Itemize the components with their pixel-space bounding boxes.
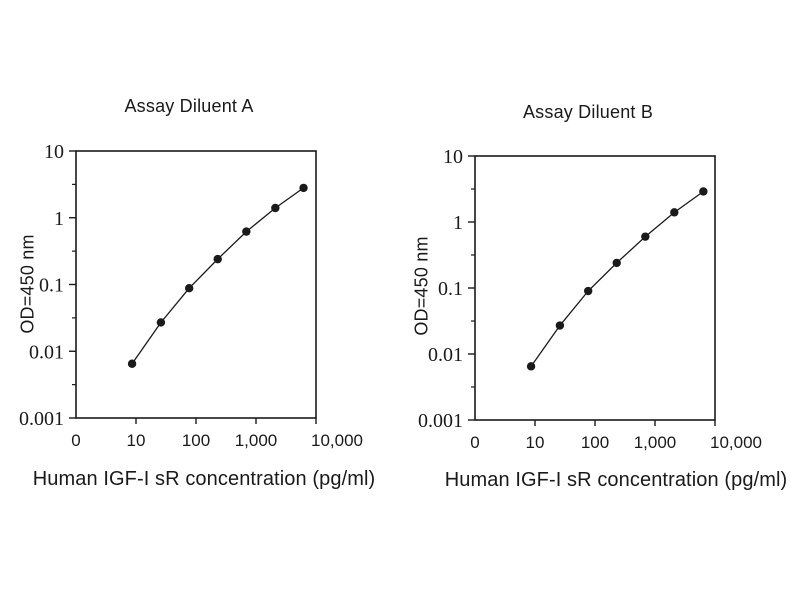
- chart-b-x-tick-label: 100: [581, 433, 609, 452]
- chart-a-data-point: [299, 183, 308, 193]
- chart-a-y-tick-label: 10: [44, 141, 64, 163]
- chart-a-data-point: [242, 227, 251, 236]
- chart-a-data-point: [127, 359, 137, 368]
- chart-b-data-point: [555, 321, 565, 330]
- chart-b-y-tick-label: 0.1: [438, 278, 463, 300]
- chart-a-series-line: [131, 187, 304, 365]
- chart-a-x-tick-label: 0: [71, 431, 80, 450]
- chart-b-x-tick-label: 0: [470, 433, 479, 452]
- chart-a-data-point: [184, 284, 194, 293]
- chart-b-title: Assay Diluent B: [522, 102, 654, 122]
- chart-b-data-point: [612, 258, 621, 268]
- chart-a-plot: 10 1 0.1 0.01 0.001 0 10 100 1,000 10,000: [19, 141, 363, 450]
- chart-a-y-tick-label: 1: [54, 208, 64, 230]
- chart-a-x-tick-label: 10: [127, 431, 146, 450]
- chart-b-series-line: [530, 190, 704, 367]
- chart-a-x-axis-label: Human IGF-I sR concentration (pg/ml): [32, 468, 376, 490]
- chart-b-x-tick-label: 1,000: [634, 433, 677, 452]
- chart-b-data-point: [583, 286, 593, 296]
- chart-b-x-axis-label: Human IGF-I sR concentration (pg/ml): [444, 469, 788, 491]
- chart-b-y-tick-label: 10: [443, 146, 463, 168]
- chart-a-title: Assay Diluent A: [124, 96, 254, 116]
- chart-b-x-tick-label: 10,000: [710, 433, 762, 452]
- chart-b-plot: 10 1 0.1 0.01 0.001 0 10 100 1,000 10,000: [418, 146, 762, 452]
- chart-b-data-point: [641, 232, 650, 241]
- chart-a-y-tick-label: 0.001: [19, 408, 64, 430]
- chart-a-y-tick-label: 0.1: [39, 275, 64, 297]
- chart-b-y-tick-label: 0.001: [418, 410, 463, 432]
- chart-a-data-point: [156, 318, 166, 327]
- chart-b-frame: [474, 155, 716, 421]
- chart-b-y-tick-label: 1: [453, 212, 463, 234]
- chart-b-data-point: [699, 187, 708, 196]
- chart-b-data-point: [670, 208, 679, 217]
- chart-b-x-tick-label: 10: [526, 433, 545, 452]
- chart-a-x-tick-label: 10,000: [311, 431, 363, 450]
- chart-a-frame: [75, 150, 317, 419]
- chart-b-data-point: [526, 362, 536, 371]
- chart-a-x-tick-label: 1,000: [235, 431, 278, 450]
- chart-a-data-point: [213, 254, 222, 264]
- chart-a-x-tick-label: 100: [182, 431, 210, 450]
- chart-b-y-tick-label: 0.01: [428, 344, 463, 366]
- chart-a-y-tick-label: 0.01: [29, 341, 64, 363]
- chart-a-data-point: [271, 203, 280, 213]
